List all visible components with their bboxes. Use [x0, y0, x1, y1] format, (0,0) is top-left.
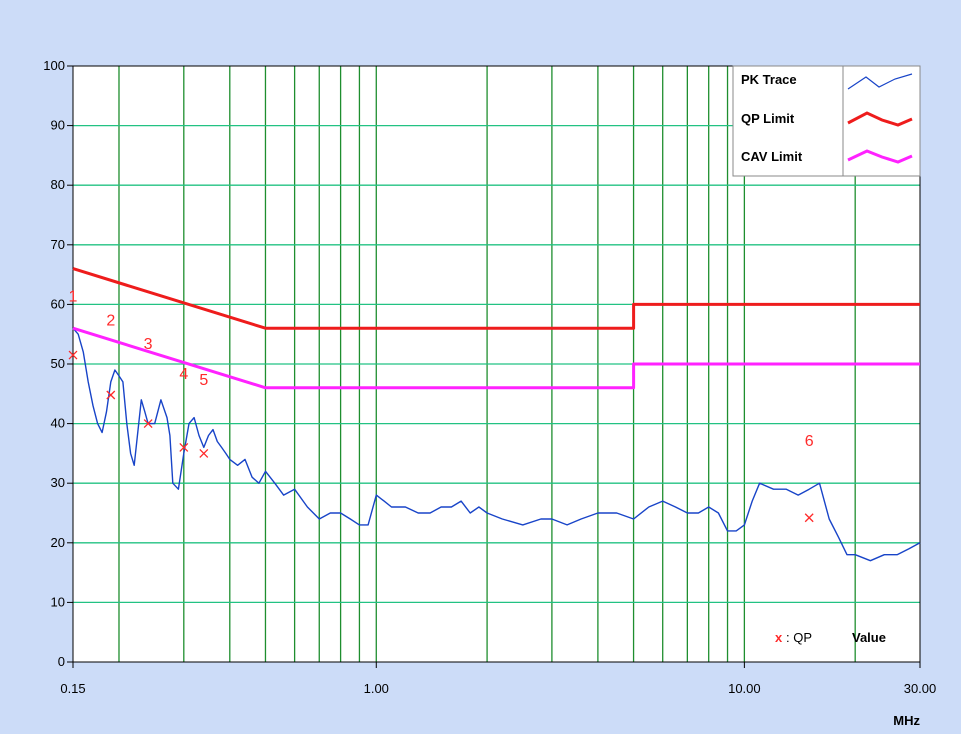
y-tick-label: 20 — [51, 535, 65, 550]
y-tick-label: 0 — [58, 654, 65, 669]
y-tick-label: 10 — [51, 594, 65, 609]
series-line-qp-limit — [72, 267, 920, 330]
legend-swatch-pk-trace — [847, 73, 913, 90]
y-tick-label: 70 — [51, 237, 65, 252]
qp-point — [106, 390, 116, 400]
y-tick-label: 30 — [51, 475, 65, 490]
y-tick-label: 100 — [43, 58, 65, 73]
y-tick-label: 90 — [51, 118, 65, 133]
marker-label: 6 — [805, 433, 814, 450]
x-tick-label: 1.00 — [364, 681, 389, 696]
marker-label: 3 — [144, 336, 153, 353]
legend-swatch-qp-limit — [847, 111, 913, 127]
legend: PK Trace QP Limit CAV Limit — [732, 65, 921, 177]
x-tick-labels: 0.15 1.00 10.00 30.00 — [60, 662, 936, 696]
y-tick-labels: 0 10 20 30 40 50 60 70 80 90 100 — [43, 58, 73, 669]
qp-point — [143, 419, 153, 429]
legend-label-qp-limit: QP Limit — [741, 111, 795, 126]
horizontal-gridlines — [73, 124, 920, 604]
marker-labels: 1 2 3 4 5 6 — [69, 288, 814, 450]
series-line-pk-trace — [72, 327, 921, 562]
y-tick-label: 40 — [51, 416, 65, 431]
qp-point — [199, 448, 209, 458]
x-tick-label: 10.00 — [728, 681, 761, 696]
marker-label: 4 — [179, 366, 188, 383]
qp-point — [68, 350, 78, 360]
legend-label-cav-limit: CAV Limit — [741, 149, 803, 164]
x-tick-label: 30.00 — [904, 681, 937, 696]
series-line-cav-limit — [72, 326, 920, 390]
qp-note: x : QP Value — [775, 630, 886, 645]
legend-label-pk-trace: PK Trace — [741, 72, 797, 87]
qp-point — [179, 442, 189, 452]
legend-swatch-cav-limit — [847, 149, 913, 164]
y-tick-label: 60 — [51, 296, 65, 311]
marker-label: 2 — [106, 312, 115, 329]
qp-note-label: : QP — [786, 630, 812, 645]
qp-note-value: Value — [852, 630, 886, 645]
marker-label: 1 — [69, 288, 78, 305]
marker-label: 5 — [199, 372, 208, 389]
qp-point — [804, 513, 814, 523]
x-unit-label: MHz — [893, 713, 920, 728]
qp-points — [68, 350, 814, 523]
y-tick-label: 50 — [51, 356, 65, 371]
x-tick-label: 0.15 — [60, 681, 85, 696]
series-group — [72, 267, 921, 562]
qp-note-symbol: x — [775, 630, 783, 645]
y-tick-label: 80 — [51, 177, 65, 192]
